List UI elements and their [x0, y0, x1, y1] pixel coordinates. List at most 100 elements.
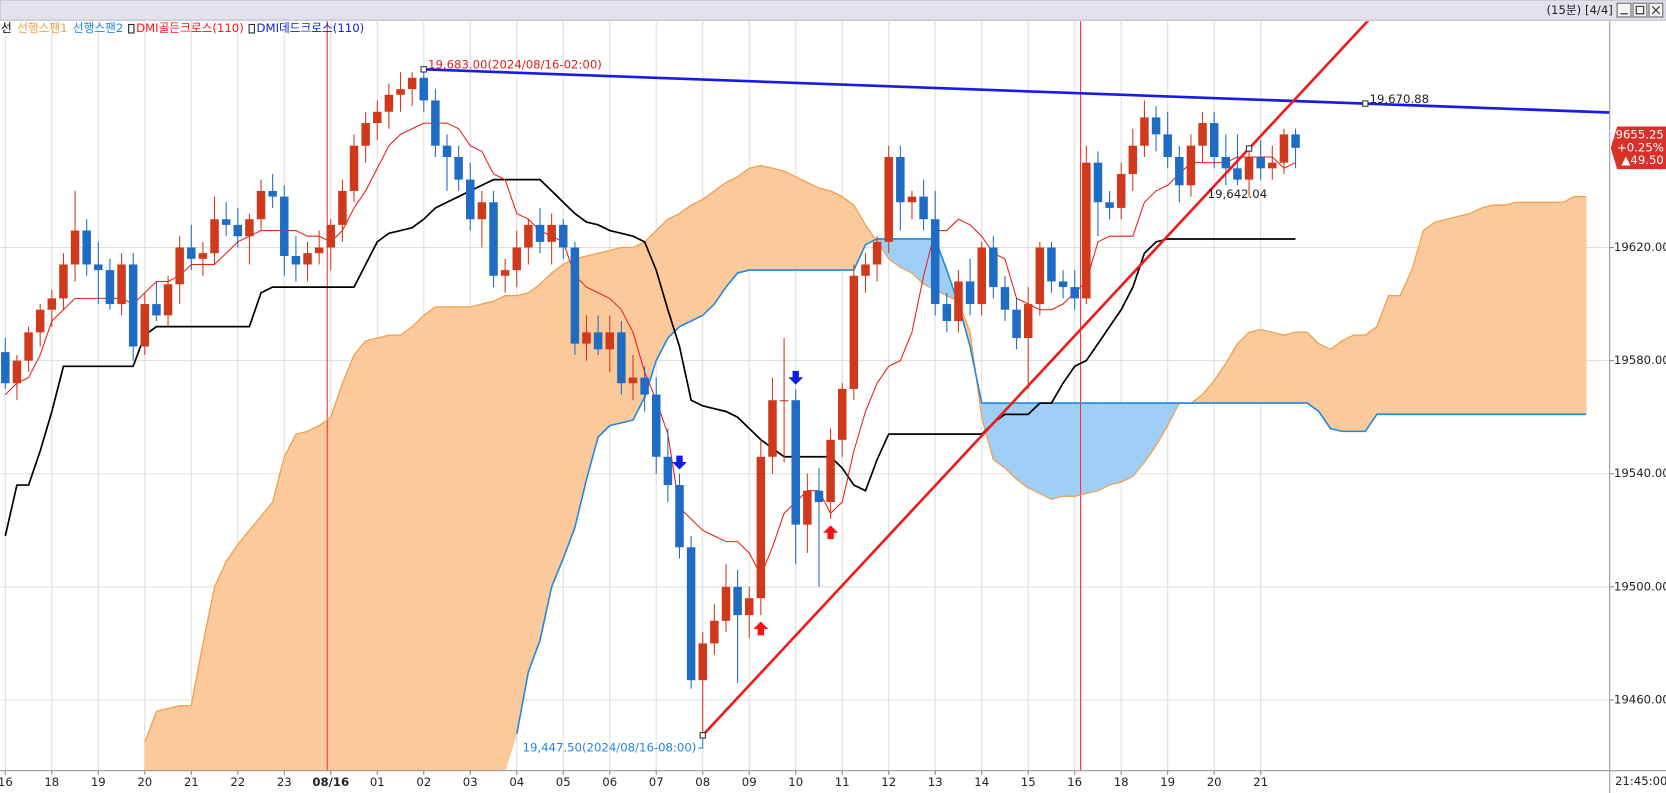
- cloud-segment: [156, 708, 169, 771]
- candle-body: [70, 230, 80, 265]
- x-tick-label: 09: [742, 775, 757, 789]
- maximize-button[interactable]: [1632, 2, 1648, 18]
- candle-body: [35, 309, 45, 333]
- cloud-segment: [528, 283, 541, 672]
- title-bar: [0, 0, 1666, 21]
- candle-body: [1198, 123, 1207, 146]
- low-label: 19,642.04: [1208, 187, 1267, 201]
- cloud-segment: [1260, 329, 1273, 404]
- cloud-segment: [714, 181, 727, 306]
- cloud-segment: [1306, 331, 1320, 413]
- cloud-segment: [1283, 331, 1296, 404]
- candle-body: [407, 77, 417, 90]
- candle-body: [1163, 134, 1172, 158]
- cloud-segment: [1527, 201, 1540, 415]
- candle-body: [210, 219, 219, 254]
- candle-body: [582, 332, 591, 344]
- candle-body: [593, 332, 603, 350]
- cloud-segment: [841, 195, 855, 271]
- cloud-segment: [1388, 295, 1401, 415]
- x-tick-label: 06: [602, 775, 617, 789]
- cloud-segment: [481, 300, 494, 771]
- trendline-anchor: [1245, 145, 1253, 152]
- candle-body: [675, 485, 684, 548]
- candle-body: [140, 304, 150, 347]
- cloud-segment: [702, 190, 715, 317]
- x-tick-label: 15: [1021, 775, 1036, 789]
- candle-body: [187, 247, 196, 259]
- candle-body: [314, 247, 324, 254]
- dmi-signal: [753, 621, 769, 636]
- candle-body: [535, 224, 545, 242]
- candle-body: [524, 224, 533, 248]
- window-icons: [1620, 5, 1661, 15]
- x-tick-label: 23: [277, 775, 292, 789]
- y-tick-label: 19580.00: [1614, 353, 1666, 367]
- cloud-segment: [1237, 331, 1250, 404]
- cloud-segment: [330, 383, 343, 771]
- candle-body: [361, 123, 370, 146]
- legend-icon: [248, 23, 255, 34]
- x-tick-label: 04: [509, 775, 524, 789]
- candle-body: [744, 598, 754, 616]
- candle-body: [1244, 157, 1254, 180]
- cloud-segment: [318, 416, 332, 771]
- candle-body: [768, 400, 777, 457]
- x-tick-label: 18: [44, 775, 59, 789]
- legend-entry: DMI골든크로스(110): [136, 21, 244, 35]
- leading-span-1: [144, 164, 1587, 743]
- x-tick-label: 10: [788, 775, 803, 789]
- candle-body: [128, 264, 138, 347]
- cloud-segment: [737, 167, 750, 274]
- trendline-anchor: [699, 732, 706, 739]
- cloud-segment: [1434, 218, 1447, 415]
- candle-body: [454, 157, 463, 180]
- cloud-segment: [249, 515, 262, 771]
- candle-body: [198, 253, 208, 259]
- price-tag: [1610, 126, 1666, 170]
- cloud-segment: [783, 170, 797, 271]
- trendline-label: 19,683.00(2024/08/16-02:00): [428, 58, 602, 72]
- candle-body: [570, 247, 580, 344]
- candle-body: [1175, 157, 1184, 186]
- candle-body: [651, 394, 661, 457]
- last-price: 19655.25: [1608, 128, 1664, 142]
- candle-body: [82, 230, 91, 265]
- candle-body: [233, 224, 243, 237]
- cloud-segment: [167, 705, 180, 771]
- candle-body: [617, 332, 626, 384]
- cloud-segment: [458, 306, 471, 771]
- cloud-segment: [423, 306, 436, 771]
- cloud-segment: [1027, 402, 1041, 495]
- trendline-label: 19,447.50(2024/08/16-08:00): [523, 741, 697, 755]
- candle-body: [373, 111, 382, 124]
- candle-body: [152, 304, 161, 316]
- candle-body: [175, 247, 184, 285]
- cloud-segment: [272, 456, 285, 771]
- cloud-segment: [1016, 402, 1029, 489]
- candle-body: [686, 547, 696, 681]
- candle-body: [280, 196, 289, 256]
- candle-body: [710, 620, 719, 644]
- candle-body: [721, 586, 731, 621]
- candle-body: [268, 190, 277, 197]
- window-title: (15분) [4/4]: [1547, 3, 1613, 17]
- minimize-button[interactable]: [1616, 2, 1632, 18]
- x-tick-label: 21: [1253, 775, 1268, 789]
- candle-body: [803, 490, 812, 525]
- candle-body: [954, 281, 963, 322]
- change: ▲49.50: [1621, 153, 1663, 167]
- line-layer: [4, 122, 1587, 743]
- axis-layer: 16 18 19 20 21 22 23 08/16 01 02 03 04 05 06 07 08 09 10 1…: [0, 126, 1666, 789]
- legend-entry: 선: [1, 21, 12, 35]
- cloud-segment: [725, 176, 738, 288]
- x-tick-label: 20: [1207, 775, 1222, 789]
- cloud-segment: [539, 272, 552, 641]
- candle-body: [1, 352, 10, 384]
- cloud-segment: [1504, 201, 1517, 415]
- candle-body: [1000, 287, 1010, 310]
- candle-body: [989, 247, 998, 288]
- cloud-segment: [342, 354, 355, 771]
- annotation-layer: 19,683.00(2024/08/16-02:00) 19,670.88 19,4…: [420, 58, 1429, 755]
